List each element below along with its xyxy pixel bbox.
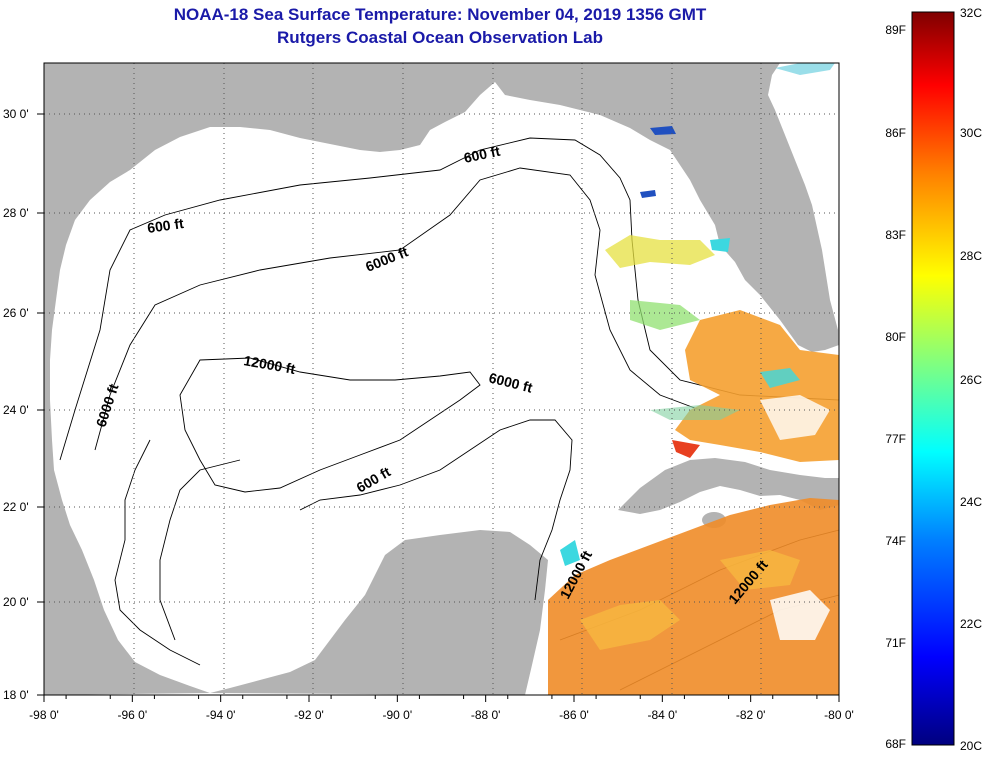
lat-tick-label: 20 0' (3, 595, 29, 609)
colorbar-f-label: 77F (885, 432, 906, 446)
contour-600ft (59, 137, 839, 461)
map-area: 600 ft 600 ft 600 ft 6000 ft 6000 ft 600… (44, 63, 839, 695)
map-frame (43, 62, 840, 696)
colorbar-c-label: 26C (960, 373, 982, 387)
colorbar-c-label: 28C (960, 249, 982, 263)
colorbar-c-label: 20C (960, 739, 982, 753)
lon-tick-label: -96 0' (118, 708, 148, 722)
lon-tick-label: -80 0' (824, 708, 854, 722)
lat-tick-label: 26 0' (3, 306, 29, 320)
colorbar-f-label: 83F (885, 228, 906, 242)
colorbar-c-label: 24C (960, 495, 982, 509)
latitude-axis: 30 0' 28 0' 26 0' 24 0' 22 0' 20 0' 18 0' (3, 107, 44, 702)
contour-600ft-shelf-south (114, 439, 201, 666)
label-600ft-north: 600 ft (462, 143, 501, 166)
contour-6000ft-inner (159, 459, 241, 641)
cuba-landmass (618, 458, 839, 514)
colorbar-f-label: 86F (885, 126, 906, 140)
colorbar-fahrenheit-labels: 89F 86F 83F 80F 77F 74F 71F 68F (885, 23, 906, 751)
contour-yucatan-slope (299, 419, 573, 601)
lon-tick-label: -84 0' (648, 708, 678, 722)
us-landmass (44, 63, 839, 695)
colorbar-f-label: 74F (885, 534, 906, 548)
map-subtitle: Rutgers Coastal Ocean Observation Lab (277, 28, 603, 47)
colorbar-f-label: 71F (885, 636, 906, 650)
colorbar-f-label: 80F (885, 330, 906, 344)
sst-data (548, 63, 839, 695)
longitude-axis: -98 0' -96 0' -94 0' -92 0' -90 0' -88 0' -86 … (29, 695, 854, 722)
map-title: NOAA-18 Sea Surface Temperature: Novembe… (173, 5, 707, 24)
lon-tick-label: -90 0' (383, 708, 413, 722)
colorbar-c-label: 32C (960, 6, 982, 20)
colorbar-c-label: 22C (960, 617, 982, 631)
contour-12000ft (179, 357, 481, 493)
contour-6000ft (94, 167, 701, 451)
lon-tick-label: -86 0' (559, 708, 589, 722)
sst-eastern-shelf (605, 235, 715, 268)
label-600ft-west: 600 ft (146, 215, 185, 236)
lon-tick-label: -88 0' (471, 708, 501, 722)
lon-tick-label: -94 0' (206, 708, 236, 722)
colorbar (911, 11, 955, 746)
lat-tick-label: 22 0' (3, 500, 29, 514)
lon-tick-label: -92 0' (294, 708, 324, 722)
colorbar-f-label: 68F (885, 737, 906, 751)
colorbar-celsius-labels: 32C 30C 28C 26C 24C 22C 20C (960, 6, 982, 753)
yucatan-landmass (210, 530, 548, 695)
graticule (44, 63, 839, 695)
colorbar-c-label: 30C (960, 126, 982, 140)
lat-tick-label: 24 0' (3, 403, 29, 417)
lat-tick-label: 30 0' (3, 107, 29, 121)
lat-tick-label: 18 0' (3, 688, 29, 702)
lat-tick-label: 28 0' (3, 206, 29, 220)
colorbar-f-label: 89F (885, 23, 906, 37)
lon-tick-label: -82 0' (736, 708, 766, 722)
lon-tick-label: -98 0' (29, 708, 59, 722)
